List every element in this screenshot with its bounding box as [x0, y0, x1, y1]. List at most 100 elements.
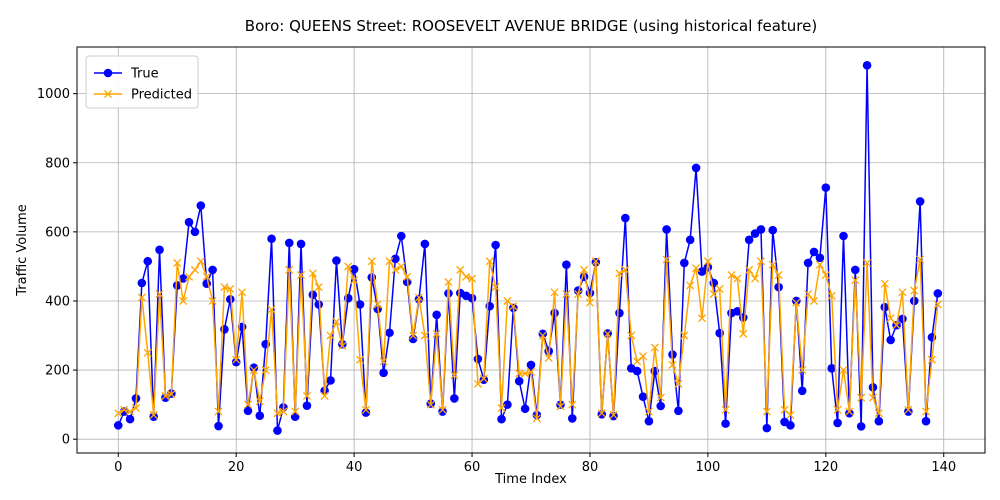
data-point-true — [491, 240, 500, 250]
data-point-predicted — [662, 255, 671, 264]
data-point-predicted — [426, 400, 435, 409]
data-point-predicted — [609, 410, 618, 420]
data-point-predicted — [733, 274, 742, 283]
data-point-predicted — [815, 260, 824, 269]
data-point-true — [839, 231, 848, 241]
data-point-true — [886, 335, 895, 345]
data-point-predicted — [414, 293, 424, 302]
data-point-true — [803, 258, 813, 268]
series-line-predicted — [117, 258, 939, 420]
data-point-predicted — [214, 407, 223, 416]
data-point-predicted — [273, 409, 282, 418]
y-tick-label: 200 — [45, 364, 70, 379]
data-point-predicted — [638, 352, 648, 361]
x-tick-label: 140 — [931, 460, 956, 475]
data-point-true — [933, 289, 943, 298]
data-point-predicted — [509, 302, 518, 311]
data-point-predicted — [314, 283, 323, 292]
data-point-predicted — [302, 391, 312, 401]
data-point-true — [231, 357, 241, 367]
data-point-predicted — [644, 407, 653, 416]
data-point-true — [744, 235, 754, 245]
data-point-predicted — [874, 409, 883, 418]
data-point-predicted — [196, 257, 205, 266]
data-point-predicted — [898, 288, 907, 297]
data-point-predicted — [179, 296, 188, 306]
data-point-predicted — [515, 369, 524, 378]
data-point-true — [662, 225, 671, 234]
data-point-true — [225, 294, 235, 304]
data-point-true — [243, 406, 253, 416]
data-point-true — [874, 416, 884, 426]
data-point-predicted — [792, 298, 801, 307]
data-point-true — [514, 376, 524, 386]
data-point-true — [503, 400, 512, 409]
legend-item-predicted: Predicted — [94, 88, 192, 103]
data-point-predicted — [497, 404, 506, 413]
data-point-predicted — [344, 262, 353, 271]
data-point-predicted — [361, 405, 370, 414]
data-point-true — [208, 265, 217, 275]
data-point-predicted — [456, 265, 465, 274]
data-point-predicted — [350, 276, 359, 285]
data-point-predicted — [574, 289, 583, 299]
data-point-predicted — [739, 329, 748, 338]
data-point-predicted — [184, 272, 194, 281]
data-point-true — [361, 408, 371, 417]
data-point-predicted — [868, 393, 878, 402]
data-point-predicted — [291, 407, 300, 416]
data-point-predicted — [656, 393, 665, 402]
data-point-predicted — [845, 407, 854, 416]
data-point-true — [679, 258, 689, 268]
data-point-true — [220, 324, 229, 334]
x-tick-label: 80 — [582, 460, 599, 475]
data-point-predicted — [886, 314, 895, 323]
data-point-predicted — [532, 414, 541, 423]
series-predicted — [114, 255, 942, 423]
data-point-predicted — [680, 331, 689, 340]
data-point-true — [904, 407, 913, 416]
data-point-true — [308, 290, 318, 300]
data-point-predicted — [591, 257, 600, 266]
data-point-true — [420, 239, 430, 249]
data-point-predicted — [450, 371, 459, 380]
y-tick-label: 800 — [45, 156, 70, 171]
data-point-true — [113, 421, 123, 430]
data-point-true — [792, 296, 801, 306]
data-point-predicted — [839, 366, 848, 375]
data-point-predicted — [143, 348, 152, 357]
data-point-true — [391, 254, 400, 264]
data-point-predicted — [238, 288, 247, 297]
data-point-predicted — [208, 296, 217, 306]
data-point-predicted — [320, 391, 329, 401]
data-point-predicted — [126, 407, 135, 416]
data-point-predicted — [621, 265, 630, 274]
data-point-true — [526, 360, 536, 370]
data-point-true — [638, 392, 648, 401]
data-point-true — [143, 256, 153, 266]
data-point-predicted — [326, 331, 335, 340]
data-point-true — [621, 213, 630, 223]
data-point-true — [137, 278, 147, 288]
data-point-true — [562, 260, 571, 269]
data-point-predicted — [120, 405, 129, 414]
y-tick-label: 1000 — [37, 87, 70, 102]
data-point-predicted — [745, 265, 754, 274]
data-point-predicted — [296, 270, 306, 280]
data-point-predicted — [403, 272, 412, 281]
data-point-true — [685, 235, 695, 245]
data-point-true — [833, 418, 842, 428]
data-point-true — [797, 386, 807, 396]
data-point-predicted — [615, 269, 624, 278]
x-tick-label: 100 — [695, 460, 720, 475]
x-tick-label: 0 — [114, 460, 122, 475]
legend-label: Predicted — [131, 88, 192, 103]
data-point-true — [733, 307, 742, 316]
data-point-predicted — [627, 331, 636, 340]
data-point-predicted — [444, 277, 453, 287]
data-point-true — [550, 308, 559, 318]
data-point-true — [538, 329, 548, 339]
data-point-predicted — [668, 360, 677, 369]
data-point-true — [497, 414, 506, 424]
